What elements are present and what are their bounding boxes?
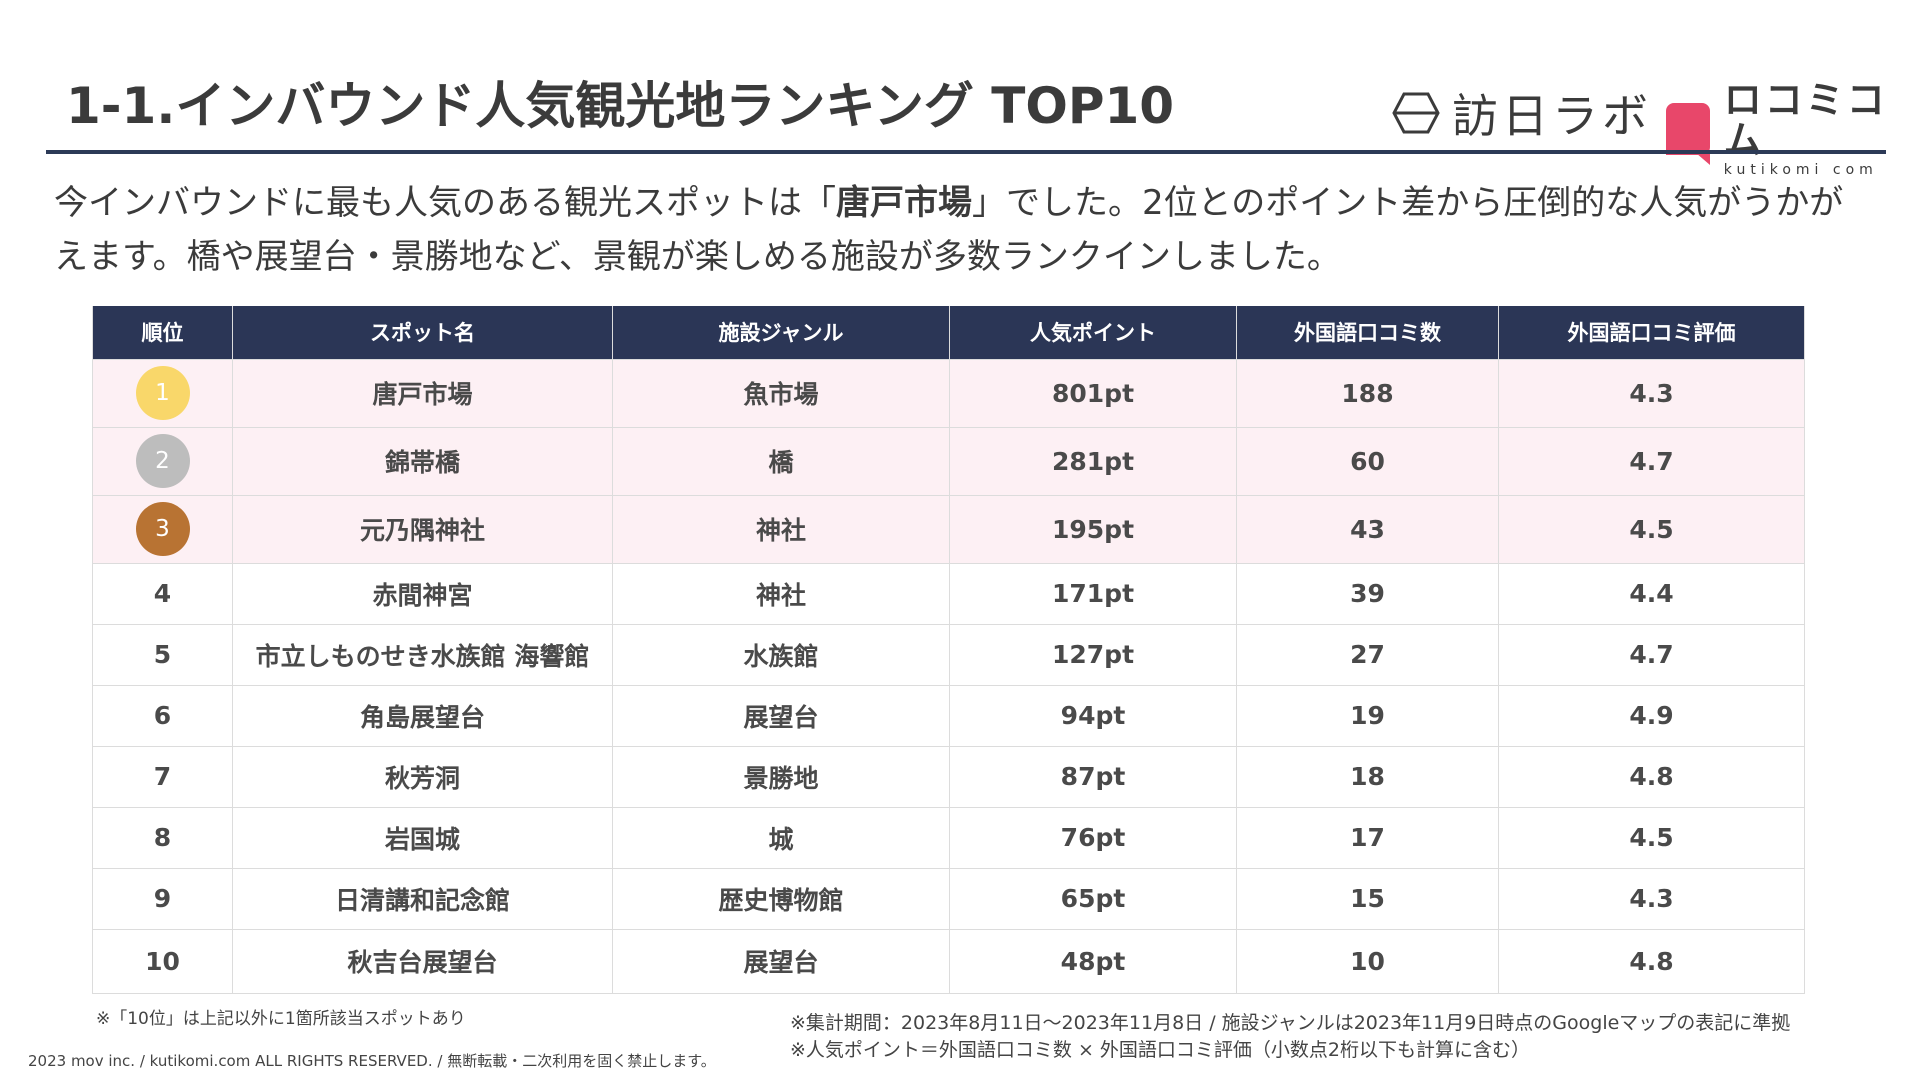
rank-cell: 4 <box>92 562 233 625</box>
spot-cell: 岩国城 <box>232 806 613 869</box>
table-row: 1 唐戸市場 魚市場 801pt 188 4.3 <box>92 358 1805 428</box>
kutikomi-logo: ロコミコム kutikomi com <box>1666 80 1919 178</box>
spot-cell: 錦帯橋 <box>232 426 613 496</box>
spot-cell: 唐戸市場 <box>232 358 613 428</box>
rating-cell: 4.4 <box>1498 562 1805 625</box>
table-row: 8 岩国城 城 76pt 17 4.5 <box>92 806 1805 869</box>
kutikomi-logo-text: ロコミコム <box>1723 78 1888 162</box>
rating-cell: 4.7 <box>1498 426 1805 496</box>
genre-cell: 城 <box>612 806 950 869</box>
rank-cell: 3 <box>92 494 233 564</box>
lead-highlight: 唐戸市場 <box>836 183 972 223</box>
table-row: 7 秋芳洞 景勝地 87pt 18 4.8 <box>92 745 1805 808</box>
table-row: 9 日清講和記念館 歴史博物館 65pt 15 4.3 <box>92 867 1805 930</box>
genre-cell: 展望台 <box>612 928 950 994</box>
reviews-cell: 27 <box>1236 623 1499 686</box>
reviews-cell: 39 <box>1236 562 1499 625</box>
reviews-cell: 60 <box>1236 426 1499 496</box>
table-row: 5 市立しものせき水族館 海響館 水族館 127pt 27 4.7 <box>92 623 1805 686</box>
spot-cell: 秋芳洞 <box>232 745 613 808</box>
header-spot: スポット名 <box>232 306 613 359</box>
copyright-footer: 2023 mov inc. / kutikomi.com ALL RIGHTS … <box>28 1052 716 1070</box>
spot-cell: 日清講和記念館 <box>232 867 613 930</box>
points-cell: 801pt <box>949 358 1237 428</box>
table-row: 3 元乃隅神社 神社 195pt 43 4.5 <box>92 494 1805 564</box>
rank-cell: 6 <box>92 684 233 747</box>
period-note: ※集計期間：2023年8月11日〜2023年11月8日 / 施設ジャンルは202… <box>790 1012 1791 1034</box>
points-formula-note: ※人気ポイント＝外国語口コミ数 × 外国語口コミ評価（小数点2桁以下も計算に含む… <box>790 1039 1531 1061</box>
rating-cell: 4.5 <box>1498 494 1805 564</box>
rank-cell: 7 <box>92 745 233 808</box>
genre-cell: 魚市場 <box>612 358 950 428</box>
rank-cell: 2 <box>92 426 233 496</box>
genre-cell: 神社 <box>612 494 950 564</box>
rating-cell: 4.5 <box>1498 806 1805 869</box>
lead-paragraph: 今インバウンドに最も人気のある観光スポットは「唐戸市場」でした。2位とのポイント… <box>54 176 1874 284</box>
bronze-medal-badge: 3 <box>135 502 190 556</box>
table-row: 4 赤間神宮 神社 171pt 39 4.4 <box>92 562 1805 625</box>
genre-cell: 神社 <box>612 562 950 625</box>
rank-cell: 10 <box>92 928 233 994</box>
rating-cell: 4.8 <box>1498 928 1805 994</box>
genre-cell: 展望台 <box>612 684 950 747</box>
reviews-cell: 15 <box>1236 867 1499 930</box>
points-cell: 94pt <box>949 684 1237 747</box>
rating-cell: 4.3 <box>1498 867 1805 930</box>
reviews-cell: 17 <box>1236 806 1499 869</box>
lead-text-1: 今インバウンドに最も人気のある観光スポットは「 <box>54 183 836 223</box>
reviews-cell: 43 <box>1236 494 1499 564</box>
reviews-cell: 19 <box>1236 684 1499 747</box>
reviews-cell: 10 <box>1236 928 1499 994</box>
table-footnote: ※「10位」は上記以外に1箇所該当スポットあり <box>96 1009 466 1029</box>
points-cell: 87pt <box>949 745 1237 808</box>
gold-medal-badge: 1 <box>135 366 190 420</box>
header-genre: 施設ジャンル <box>612 306 950 359</box>
rating-cell: 4.7 <box>1498 623 1805 686</box>
points-cell: 65pt <box>949 867 1237 930</box>
spot-cell: 元乃隅神社 <box>232 494 613 564</box>
points-cell: 281pt <box>949 426 1237 496</box>
houjin-lab-logo-text: 訪日ラボ <box>1452 89 1652 143</box>
table-row: 10 秋吉台展望台 展望台 48pt 10 4.8 <box>92 928 1805 994</box>
rating-cell: 4.9 <box>1498 684 1805 747</box>
header-reviews: 外国語口コミ数 <box>1236 306 1499 359</box>
method-notes: ※集計期間：2023年8月11日〜2023年11月8日 / 施設ジャンルは202… <box>790 1010 1790 1064</box>
genre-cell: 景勝地 <box>612 745 950 808</box>
hexagon-logo-icon <box>1392 92 1440 134</box>
points-cell: 48pt <box>949 928 1237 994</box>
header-points: 人気ポイント <box>949 306 1237 359</box>
points-cell: 76pt <box>949 806 1237 869</box>
rating-cell: 4.3 <box>1498 358 1805 428</box>
genre-cell: 歴史博物館 <box>612 867 950 930</box>
rank-cell: 8 <box>92 806 233 869</box>
rating-cell: 4.8 <box>1498 745 1805 808</box>
header-rank: 順位 <box>92 306 233 359</box>
spot-cell: 秋吉台展望台 <box>232 928 613 994</box>
houjin-lab-logo: 訪日ラボ <box>1392 80 1652 146</box>
rank-cell: 5 <box>92 623 233 686</box>
speech-bubble-icon <box>1666 103 1710 165</box>
table-row: 2 錦帯橋 橋 281pt 60 4.7 <box>92 426 1805 496</box>
table-header-row: 順位 スポット名 施設ジャンル 人気ポイント 外国語口コミ数 外国語口コミ評価 <box>92 306 1805 359</box>
spot-cell: 赤間神宮 <box>232 562 613 625</box>
header-rating: 外国語口コミ評価 <box>1498 306 1805 359</box>
title-divider <box>46 150 1886 154</box>
genre-cell: 橋 <box>612 426 950 496</box>
table-row: 6 角島展望台 展望台 94pt 19 4.9 <box>92 684 1805 747</box>
ranking-table: 順位 スポット名 施設ジャンル 人気ポイント 外国語口コミ数 外国語口コミ評価 … <box>92 306 1805 994</box>
lead-text-2: 」でした。2位とのポイント差から圧倒的な人気がうかがえます。橋や展望台・景勝地な… <box>54 183 1844 277</box>
rank-cell: 1 <box>92 358 233 428</box>
silver-medal-badge: 2 <box>135 434 190 488</box>
points-cell: 127pt <box>949 623 1237 686</box>
points-cell: 195pt <box>949 494 1237 564</box>
page-title: 1-1.インバウンド人気観光地ランキング TOP10 <box>66 77 1175 135</box>
points-cell: 171pt <box>949 562 1237 625</box>
spot-cell: 角島展望台 <box>232 684 613 747</box>
reviews-cell: 188 <box>1236 358 1499 428</box>
spot-cell: 市立しものせき水族館 海響館 <box>232 623 613 686</box>
reviews-cell: 18 <box>1236 745 1499 808</box>
rank-cell: 9 <box>92 867 233 930</box>
genre-cell: 水族館 <box>612 623 950 686</box>
kutikomi-logo-subtext: kutikomi com <box>1723 162 1878 178</box>
